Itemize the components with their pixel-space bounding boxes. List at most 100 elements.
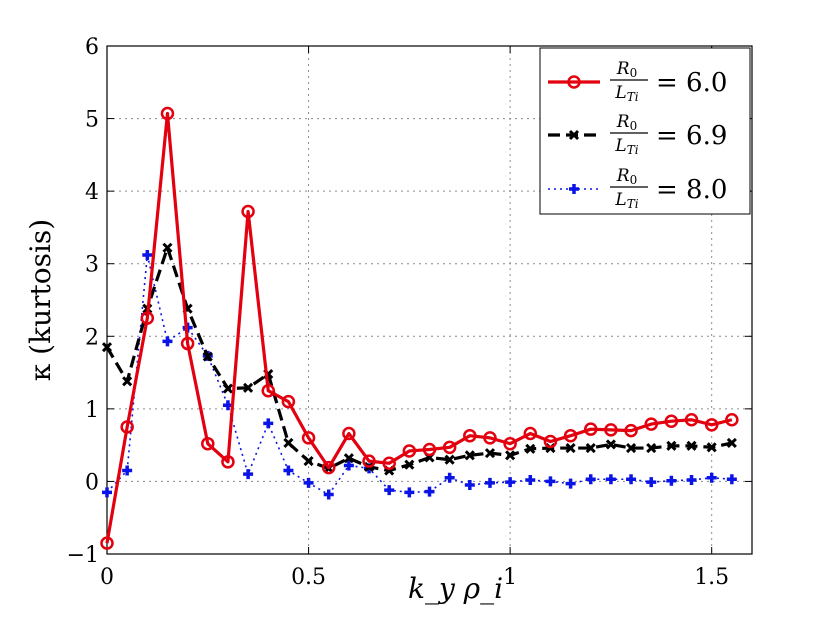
data-point-marker <box>243 382 254 393</box>
data-point-marker <box>503 436 517 451</box>
data-point-marker <box>726 474 737 485</box>
data-point-marker <box>545 476 556 487</box>
legend-value: = 6.9 <box>656 121 727 151</box>
data-point-marker <box>464 480 475 491</box>
data-point-marker <box>362 454 376 468</box>
legend-marker-sample <box>569 184 579 194</box>
data-point-marker <box>463 428 477 443</box>
x-axis-label: k_y ρ_i <box>408 572 503 605</box>
y-tick-label: 4 <box>85 180 99 205</box>
y-axis-label-group: κ (kurtosis) <box>24 219 57 381</box>
legend-fraction-denominator: LTi <box>614 190 638 211</box>
data-point-marker <box>384 485 395 496</box>
data-point-marker <box>343 460 354 471</box>
legend-fraction-denominator: LTi <box>614 83 638 104</box>
y-tick-label: 0 <box>85 470 99 495</box>
series-line <box>105 246 733 473</box>
data-point-marker <box>664 414 679 428</box>
data-point-marker <box>442 440 457 455</box>
data-point-marker <box>646 477 657 488</box>
data-point-marker <box>241 204 255 219</box>
x-tick-label: 1.5 <box>694 565 729 590</box>
data-point-marker <box>422 442 437 457</box>
data-point-marker <box>402 444 417 458</box>
data-point-marker <box>505 450 516 461</box>
data-point-marker <box>142 250 153 261</box>
data-point-marker <box>543 434 558 449</box>
data-point-marker <box>483 431 497 445</box>
data-point-marker <box>666 475 677 486</box>
data-point-marker <box>444 454 455 465</box>
data-point-marker <box>120 420 134 434</box>
data-series <box>100 106 739 550</box>
data-point-marker <box>563 428 578 443</box>
legend-fraction-numerator: R0 <box>616 166 637 187</box>
data-point-marker <box>624 423 638 438</box>
data-point-marker <box>626 474 637 485</box>
series-plus <box>102 250 737 500</box>
data-point-marker <box>102 487 112 498</box>
data-point-marker <box>646 442 657 454</box>
legend: R0 LTi = 6.0 R0 LTi = 6.9 R0 LTi = 8.0 <box>539 47 751 215</box>
data-point-marker <box>243 469 254 480</box>
data-point-marker <box>525 443 536 454</box>
y-axis-label: κ (kurtosis) <box>24 219 57 381</box>
data-point-marker <box>484 477 495 488</box>
data-point-marker <box>140 311 155 325</box>
data-point-marker <box>301 431 316 445</box>
data-point-marker <box>523 426 538 441</box>
data-point-marker <box>321 460 336 475</box>
data-point-marker <box>122 376 133 387</box>
legend-value: = 8.0 <box>656 175 727 205</box>
data-point-marker <box>644 417 658 431</box>
legend-fraction-numerator: R0 <box>616 112 637 133</box>
data-point-marker <box>382 456 396 471</box>
data-point-marker <box>261 383 275 398</box>
data-point-marker <box>162 242 173 253</box>
data-point-marker <box>484 448 496 459</box>
y-tick-label: 6 <box>85 35 99 60</box>
data-point-marker <box>201 436 215 451</box>
data-point-marker <box>281 394 296 409</box>
data-point-marker <box>444 472 455 483</box>
legend-fraction-numerator: R0 <box>616 59 637 80</box>
data-point-marker <box>404 487 415 498</box>
data-point-marker <box>464 450 475 461</box>
data-point-marker <box>726 437 737 449</box>
legend-entry: R0 LTi = 6.9 <box>548 112 727 157</box>
data-point-marker <box>424 486 435 497</box>
data-point-marker <box>162 336 173 347</box>
legend-entry: R0 LTi = 8.0 <box>548 166 727 211</box>
data-point-marker <box>505 477 516 488</box>
legend-marker-sample <box>567 75 581 89</box>
data-point-marker <box>303 477 314 488</box>
data-point-marker <box>202 351 213 362</box>
data-point-marker <box>160 106 175 121</box>
x-tick-label: 1 <box>503 565 517 590</box>
data-point-marker <box>725 412 739 427</box>
data-point-marker <box>565 478 576 489</box>
data-point-marker <box>704 418 719 432</box>
data-point-marker <box>221 455 235 469</box>
data-point-marker <box>222 383 233 394</box>
data-point-marker <box>342 426 356 441</box>
data-point-marker <box>706 442 717 453</box>
data-point-marker <box>684 412 699 427</box>
legend-entries: R0 LTi = 6.0 R0 LTi = 6.9 R0 LTi = 8.0 <box>548 59 727 211</box>
y-tick-label: 3 <box>85 253 99 278</box>
data-point-marker <box>404 459 415 470</box>
data-point-marker <box>180 336 195 351</box>
series-circle <box>100 106 739 550</box>
data-point-marker <box>283 437 294 449</box>
data-point-marker <box>585 474 596 485</box>
x-tick-label: 0 <box>100 565 114 590</box>
data-point-marker <box>101 342 113 353</box>
data-point-marker <box>303 456 314 467</box>
data-point-marker <box>605 474 616 485</box>
data-point-marker <box>283 465 294 476</box>
legend-fraction-denominator: LTi <box>614 136 638 157</box>
legend-entry: R0 LTi = 6.0 <box>548 59 727 104</box>
data-point-marker <box>604 423 618 437</box>
